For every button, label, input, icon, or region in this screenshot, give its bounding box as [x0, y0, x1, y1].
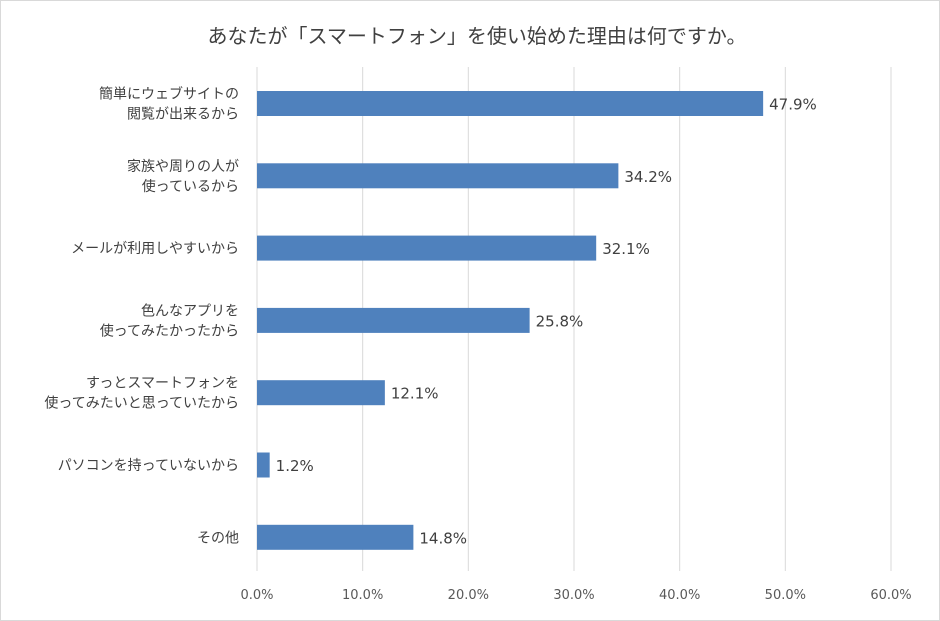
- category-label: メールが利用しやすいから: [71, 241, 239, 257]
- category-label: 使ってみたかったから: [100, 322, 239, 339]
- x-tick-label: 0.0%: [240, 588, 273, 603]
- data-label: 32.1%: [602, 240, 650, 258]
- data-label: 1.2%: [276, 457, 314, 475]
- category-labels: 簡単にウェブサイトの閲覧が出来るから家族や周りの人が使っているからメールが利用し…: [44, 86, 239, 547]
- x-tick-label: 30.0%: [553, 588, 594, 603]
- category-label: パソコンを持っていないから: [58, 458, 239, 474]
- data-label: 47.9%: [769, 96, 817, 114]
- data-label: 25.8%: [536, 312, 584, 330]
- x-tick-label: 60.0%: [870, 588, 911, 603]
- bar: [257, 524, 414, 550]
- category-label: 使っているから: [142, 178, 239, 195]
- bar: [257, 452, 270, 478]
- category-label: その他: [197, 530, 239, 546]
- x-tick-label: 40.0%: [659, 588, 700, 603]
- x-tick-label: 20.0%: [448, 588, 489, 603]
- bar: [257, 380, 385, 406]
- data-label: 12.1%: [391, 385, 439, 403]
- chart-title: あなたが「スマートフォン」を使い始めた理由は何ですか。: [208, 24, 747, 48]
- category-label: 閲覧が出来るから: [127, 106, 239, 123]
- data-label: 34.2%: [624, 168, 672, 186]
- bars: [257, 91, 764, 550]
- category-label: すっとスマートフォンを: [86, 376, 239, 392]
- value-labels: 47.9% 34.2% 32.1% 25.8% 12.1% 1.2% 14.8%: [276, 96, 817, 548]
- category-label: 簡単にウェブサイトの: [99, 86, 239, 103]
- category-label: 色んなアプリを: [141, 302, 239, 319]
- bar: [257, 235, 597, 261]
- bar: [257, 163, 619, 189]
- category-label: 家族や周りの人が: [127, 158, 239, 175]
- x-axis-tick-labels: 0.0% 10.0% 20.0% 30.0% 40.0% 50.0% 60.0%: [240, 588, 911, 603]
- data-label: 14.8%: [419, 529, 467, 547]
- category-label: 使ってみたいと思っていたから: [44, 395, 239, 412]
- bar: [257, 307, 530, 333]
- x-tick-label: 10.0%: [342, 588, 383, 603]
- bar: [257, 91, 764, 116]
- x-tick-label: 50.0%: [765, 588, 806, 603]
